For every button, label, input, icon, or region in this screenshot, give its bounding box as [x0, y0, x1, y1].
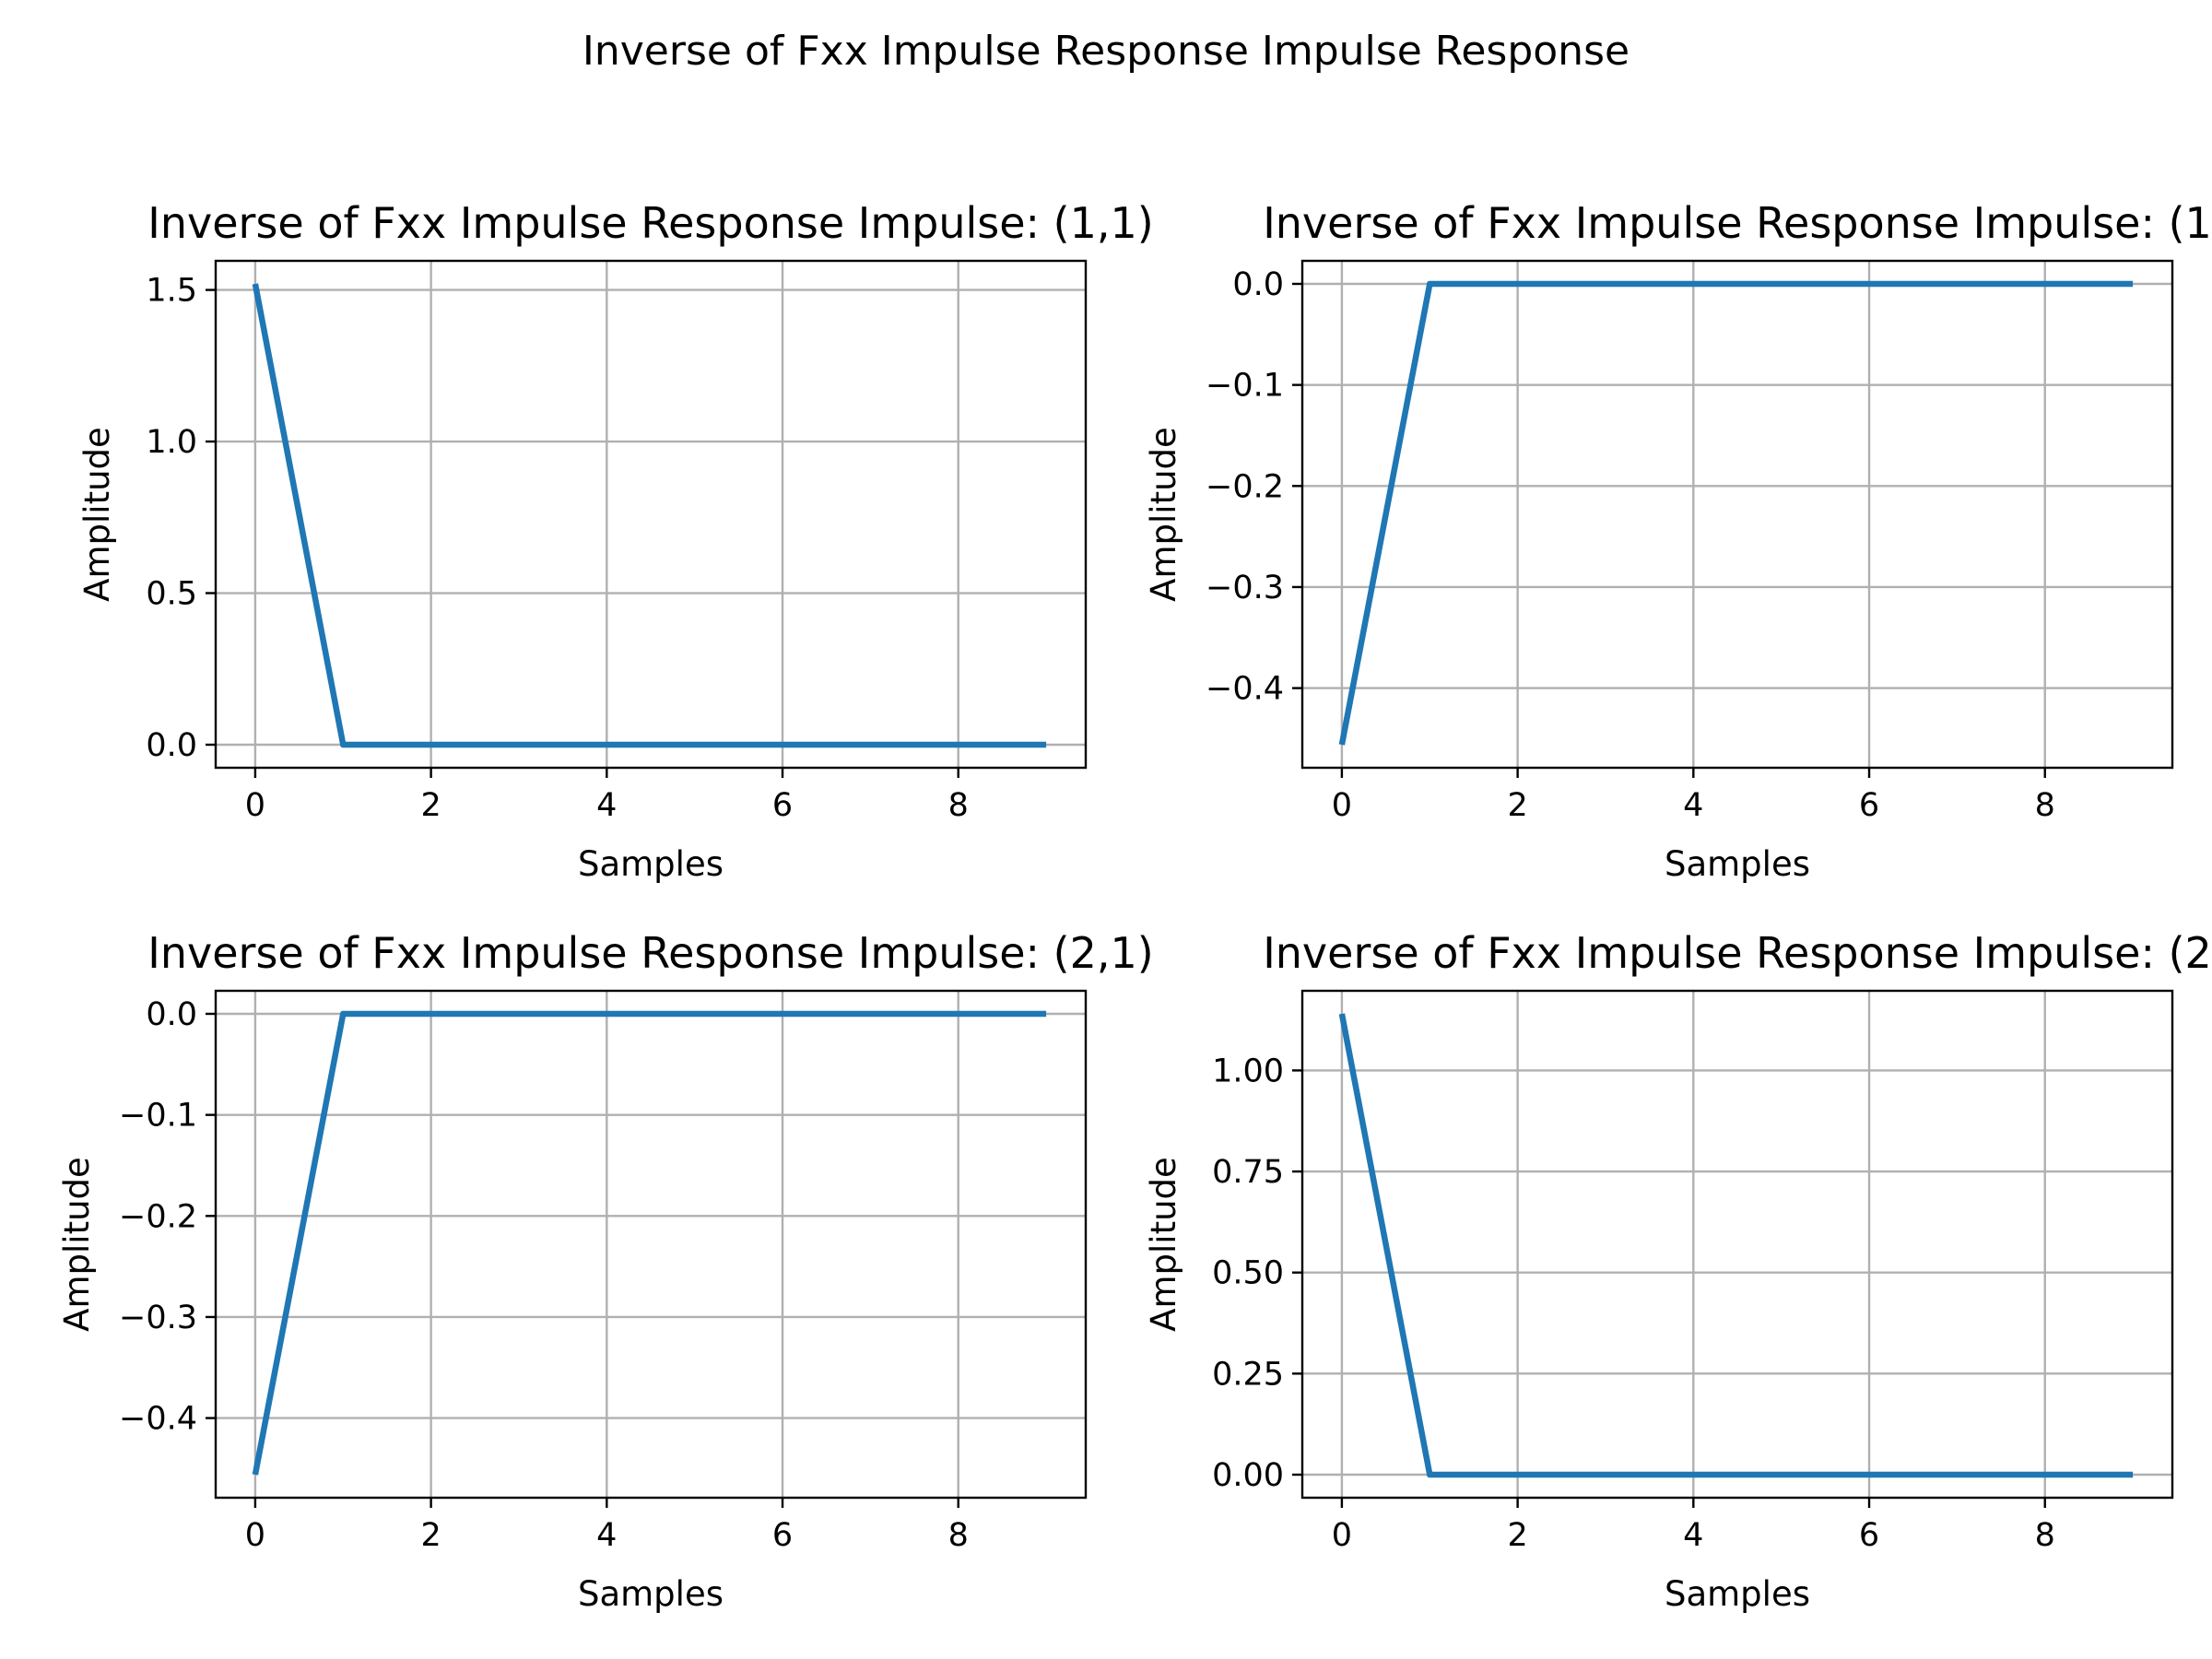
axes-frame: [214, 989, 1088, 1500]
series-line: [252, 1010, 1047, 1476]
x-tick-label: 4: [596, 1517, 617, 1554]
y-tick-label: 0.0: [146, 727, 197, 764]
x-tick-label: 2: [1507, 1517, 1527, 1554]
series-line: [1338, 280, 2134, 746]
subplot-title: Inverse of Fxx Impulse Response Impulse:…: [1263, 928, 2212, 978]
x-tick-label: 8: [948, 787, 969, 824]
x-tick-label: 8: [2035, 1517, 2055, 1554]
x-tick-label: 2: [420, 787, 441, 824]
y-tick-label: 0.0: [146, 996, 197, 1033]
x-tick-label: 6: [1859, 1517, 1879, 1554]
x-tick-label: 6: [1859, 787, 1879, 824]
y-tick-label: −0.4: [119, 1401, 197, 1438]
y-tick-label: 1.5: [146, 273, 197, 310]
y-tick-label: 0.0: [1232, 266, 1284, 303]
x-tick-label: 4: [596, 787, 617, 824]
y-tick-label: −0.3: [1206, 570, 1284, 606]
y-tick-label: −0.1: [119, 1098, 197, 1135]
x-axis-label: Samples: [1665, 1574, 1810, 1614]
subplot-1: 0 2 4 6 8 0.0 0.5 1.0 1.5 Samples Amplitude Inverse…: [77, 198, 1154, 884]
y-tick-label: −0.2: [1206, 468, 1284, 505]
x-tick-label: 0: [1332, 1517, 1352, 1554]
y-tick-label: 0.25: [1212, 1356, 1284, 1393]
x-tick-label: 8: [2035, 787, 2055, 824]
figure-suptitle: Inverse of Fxx Impulse Response Impulse …: [582, 28, 1630, 75]
subplot-title: Inverse of Fxx Impulse Response Impulse:…: [147, 198, 1153, 248]
y-tick-label: −0.1: [1206, 368, 1284, 405]
x-tick-label: 2: [420, 1517, 441, 1554]
x-tick-label: 4: [1683, 1517, 1703, 1554]
x-axis-label: Samples: [578, 844, 724, 884]
x-tick-label: 6: [772, 787, 793, 824]
subplot-2: 0 2 4 6 8 −0.4 −0.3 −0.2 −0.1 0.0 Samples Amplitude…: [1144, 198, 2212, 884]
x-tick-label: 0: [245, 1517, 265, 1554]
x-axis-label: Samples: [578, 1574, 724, 1614]
x-tick-label: 0: [245, 787, 265, 824]
y-tick-label: 0.75: [1212, 1154, 1284, 1191]
y-tick-label: 1.0: [146, 424, 197, 461]
y-axis-label: Amplitude: [77, 427, 117, 602]
y-tick-label: −0.2: [119, 1198, 197, 1235]
y-tick-label: −0.3: [119, 1300, 197, 1336]
x-tick-label: 8: [948, 1517, 969, 1554]
x-tick-label: 6: [772, 1517, 793, 1554]
axes-frame: [214, 259, 1088, 770]
y-axis-label: Amplitude: [1144, 1157, 1183, 1332]
x-axis-label: Samples: [1665, 844, 1810, 884]
x-tick-label: 2: [1507, 787, 1527, 824]
subplot-title: Inverse of Fxx Impulse Response Impulse:…: [147, 928, 1153, 978]
subplot-3: 0 2 4 6 8 −0.4 −0.3 −0.2 −0.1 0.0 Samples Amplitude…: [57, 928, 1154, 1614]
y-axis-label: Amplitude: [1144, 427, 1183, 602]
subplots: 0 2 4 6 8 0.0 0.5 1.0 1.5 Samples Amplitude Inverse…: [57, 198, 2212, 1614]
subplot-4: 0 2 4 6 8 0.00 0.25 0.50 0.75 1.00 Samples Amplitud…: [1144, 928, 2212, 1614]
series-line: [1338, 1013, 2134, 1478]
axes-frame: [1300, 259, 2174, 770]
x-tick-label: 4: [1683, 787, 1703, 824]
y-axis-label: Amplitude: [57, 1157, 97, 1332]
series-line: [252, 283, 1047, 748]
y-tick-label: 0.5: [146, 576, 197, 613]
y-tick-label: 0.00: [1212, 1457, 1284, 1494]
y-tick-label: 1.00: [1212, 1053, 1284, 1089]
axes-frame: [1300, 989, 2174, 1500]
y-tick-label: 0.50: [1212, 1255, 1284, 1292]
subplot-title: Inverse of Fxx Impulse Response Impulse:…: [1263, 198, 2212, 248]
y-tick-label: −0.4: [1206, 671, 1284, 708]
x-tick-label: 0: [1332, 787, 1352, 824]
